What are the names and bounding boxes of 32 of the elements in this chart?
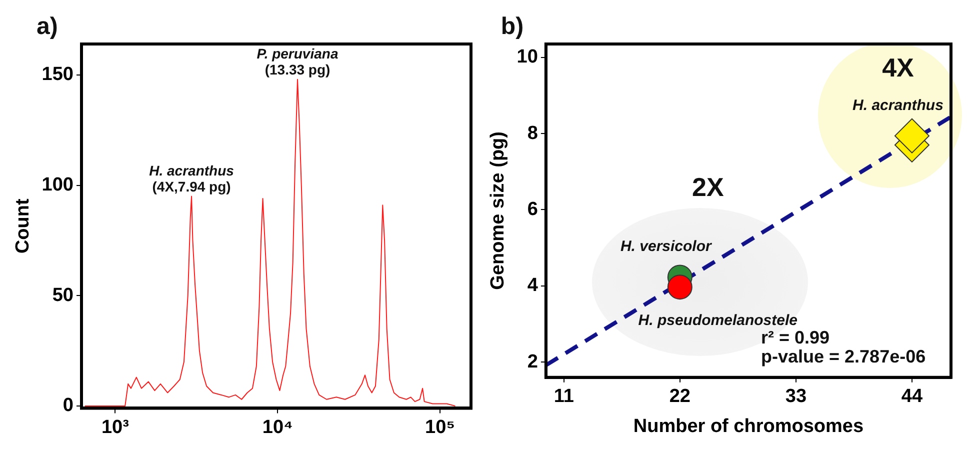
y-tick-label: 50 <box>52 284 74 306</box>
y-tick-label: 0 <box>62 395 74 416</box>
x-tick-label: 10⁵ <box>425 416 456 438</box>
y-tick-label: 2 <box>527 351 538 372</box>
x-tick-label: 11 <box>554 386 574 408</box>
y-tick-label: 150 <box>42 64 74 86</box>
text: H. pseudomelanostele <box>638 312 798 330</box>
y-tick-label: 10 <box>516 46 538 68</box>
y-tick-label: 100 <box>42 174 74 196</box>
y-tick-label: 8 <box>527 122 538 144</box>
annotation: 2X <box>692 172 724 202</box>
annotation: 4X <box>882 52 915 82</box>
chart-title: a) <box>36 13 58 40</box>
annotation: r² = 0.99 <box>761 327 830 348</box>
x-tick-label: 33 <box>785 386 807 408</box>
annotation: p-value = 2.787e-06 <box>761 346 926 366</box>
x-tick-label: 10⁴ <box>262 416 293 438</box>
series-label: H. acranthus <box>852 96 944 114</box>
y-tick-label: 4 <box>527 275 538 296</box>
point <box>894 118 930 154</box>
y-tick-label: 6 <box>527 198 538 220</box>
x-tick-label: 22 <box>669 386 690 408</box>
annotation: H. acranthus (4X,7.94 pg) <box>149 162 234 194</box>
x-tick-label: 10³ <box>101 416 129 438</box>
chart-title: b) <box>500 13 524 40</box>
series-label: H. versicolor <box>620 238 712 256</box>
x-axis-title: Number of chromosomes <box>633 416 864 437</box>
annotation: P. peruviana (13.33 pg) <box>256 45 338 78</box>
y-axis-title: Count <box>12 198 34 254</box>
y-axis-title: Genome size (pg) <box>488 132 509 290</box>
x-tick-label: 44 <box>901 386 923 408</box>
point <box>667 274 692 300</box>
